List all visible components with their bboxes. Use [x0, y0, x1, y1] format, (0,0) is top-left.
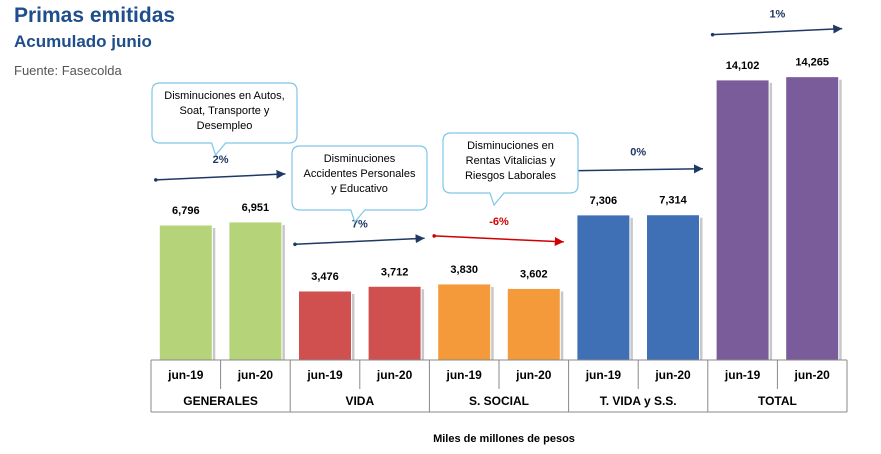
source-note: Fuente: Fasecolda [14, 63, 122, 78]
bar [576, 214, 631, 361]
change-label: 1% [769, 9, 785, 21]
data-label: 14,265 [795, 57, 829, 69]
bar [506, 287, 561, 361]
data-label: 6,951 [242, 202, 270, 214]
change-arrow [155, 169, 286, 181]
bar [158, 224, 213, 361]
change-arrow [712, 24, 843, 36]
change-label: -6% [489, 216, 509, 228]
bar [785, 76, 840, 361]
change-arrow-tail [432, 234, 437, 238]
category-label: jun-20 [654, 368, 691, 382]
change-arrow-tail [710, 32, 715, 37]
callout-text-line: Riesgos Laborales [465, 170, 557, 182]
callout-text-line: Disminuciones [324, 153, 396, 165]
callout-bubble: Disminuciones Accidentes Personales y Educ… [291, 145, 428, 224]
x-axis-label: Miles de millones de pesos [433, 433, 575, 445]
data-label: 3,830 [450, 264, 478, 276]
data-label: 3,712 [381, 266, 409, 278]
category-label: jun-19 [446, 368, 483, 382]
chart-title: Primas emitidas [14, 4, 176, 27]
callout-text-line: Disminuciones en [467, 140, 554, 152]
data-label: 14,102 [726, 60, 760, 72]
bar [715, 79, 770, 361]
data-label: 7,314 [659, 195, 687, 207]
change-arrow-tail [154, 178, 158, 182]
callout-text-line: Disminuciones en Autos, [164, 90, 284, 102]
data-label: 6,796 [172, 205, 200, 217]
group-label: GENERALES [183, 394, 258, 408]
bar [646, 214, 700, 361]
category-label: jun-20 [515, 368, 552, 382]
change-arrow [294, 234, 425, 246]
group-label: S. SOCIAL [469, 394, 529, 408]
category-label: jun-20 [794, 368, 831, 382]
callout-shape [291, 145, 428, 224]
callout-text-line: Desempleo [197, 120, 253, 132]
bar [437, 283, 492, 361]
callout-bubble: Disminuciones en Autos, Soat, Transporte … [151, 82, 298, 157]
callout-shape [151, 82, 298, 157]
callout-text-line: Accidentes Personales [304, 168, 416, 180]
data-label: 3,476 [311, 271, 339, 283]
group-label: VIDA [345, 394, 374, 408]
category-label: jun-20 [376, 368, 413, 382]
category-label: jun-19 [167, 368, 204, 382]
callout-text-line: y Educativo [331, 183, 388, 195]
change-label: 2% [213, 154, 229, 166]
group-label: TOTAL [758, 394, 797, 408]
data-label: 7,306 [590, 195, 618, 207]
category-label: jun-19 [724, 368, 761, 382]
bar [367, 285, 422, 361]
change-arrow [434, 235, 564, 247]
category-label: jun-19 [306, 368, 343, 382]
bar [228, 221, 283, 361]
change-label: 0% [630, 147, 646, 159]
category-label: jun-19 [585, 368, 622, 382]
data-label: 3,602 [520, 268, 548, 280]
change-arrow-tail [293, 242, 297, 247]
callout-bubble: Disminuciones en Rentas Vitalicias y Riesg… [442, 132, 579, 207]
bar [298, 290, 352, 361]
callout-shape [442, 132, 579, 207]
change-arrow [573, 164, 704, 174]
callout-text-line: Soat, Transporte y [180, 105, 270, 117]
group-label: T. VIDA y S.S. [600, 394, 677, 408]
callout-text-line: Rentas Vitalicias y [466, 155, 556, 167]
chart-subtitle: Acumulado junio [14, 32, 152, 51]
category-label: jun-20 [237, 368, 274, 382]
